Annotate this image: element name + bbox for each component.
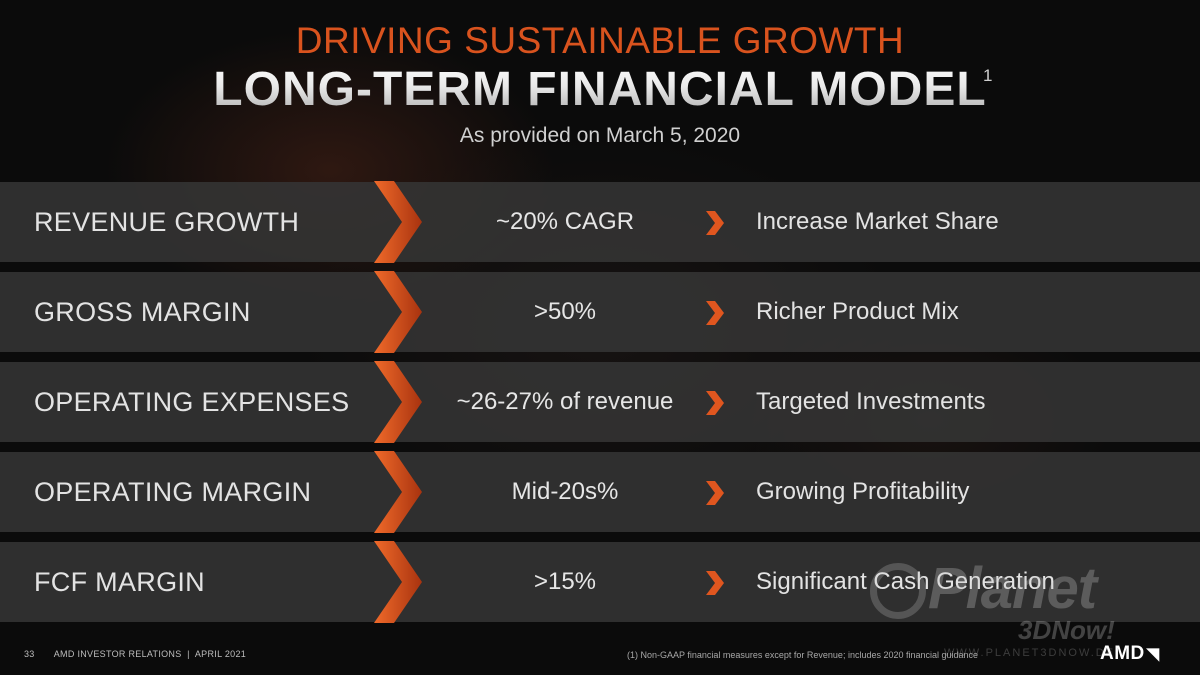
row-value: Mid-20s% — [511, 478, 619, 505]
title-footnote-marker: 1 — [983, 66, 993, 85]
row-metric: FCF MARGIN — [34, 567, 205, 597]
amd-logo: AMD ◥ — [1100, 643, 1160, 665]
chevron-right-icon — [374, 451, 422, 533]
chevron-right-icon — [706, 391, 724, 415]
chevron-right-icon — [374, 271, 422, 353]
row-description: Targeted Investments — [756, 388, 986, 415]
slide-kicker: DRIVING SUSTAINABLE GROWTH — [295, 20, 905, 61]
model-row-operating-expenses: OPERATING EXPENSES ~26-27% of revenue Ta… — [0, 361, 1200, 443]
row-description: Growing Profitability — [756, 478, 970, 505]
row-value: >50% — [533, 298, 597, 325]
row-value: ~26-27% of revenue — [456, 388, 674, 415]
row-description: Richer Product Mix — [756, 298, 959, 325]
slide-subtitle: As provided on March 5, 2020 — [459, 124, 741, 147]
footer-source: AMD INVESTOR RELATIONS | APRIL 2021 — [53, 649, 247, 659]
amd-logo-text: AMD — [1100, 643, 1145, 664]
slide-title: LONG-TERM FINANCIAL MODEL — [0, 62, 1200, 117]
row-description: Significant Cash Generation — [756, 568, 1055, 595]
row-value: ~20% CAGR — [495, 208, 635, 235]
row-metric: GROSS MARGIN — [34, 297, 251, 327]
chevron-right-icon — [374, 361, 422, 443]
row-value: >15% — [533, 568, 597, 595]
chevron-right-icon — [706, 571, 724, 595]
row-description: Increase Market Share — [756, 208, 999, 235]
chevron-right-icon — [706, 301, 724, 325]
row-metric: REVENUE GROWTH — [34, 207, 300, 237]
chevron-right-icon — [706, 481, 724, 505]
footnote: (1) Non-GAAP financial measures except f… — [627, 650, 979, 660]
model-row-gross-margin: GROSS MARGIN >50% Richer Product Mix — [0, 271, 1200, 353]
chevron-right-icon — [374, 181, 422, 263]
page-number: 33 — [24, 649, 35, 659]
model-row-operating-margin: OPERATING MARGIN Mid-20s% Growing Profit… — [0, 451, 1200, 533]
amd-arrow-icon: ◥ — [1146, 646, 1160, 663]
chevron-right-icon — [374, 541, 422, 623]
row-metric: OPERATING MARGIN — [34, 477, 312, 507]
chevron-right-icon — [706, 211, 724, 235]
row-metric: OPERATING EXPENSES — [34, 387, 350, 417]
footer-left: 33 AMD INVESTOR RELATIONS | APRIL 2021 — [24, 649, 246, 659]
model-row-fcf-margin: FCF MARGIN >15% Significant Cash Generat… — [0, 541, 1200, 623]
model-row-revenue-growth: REVENUE GROWTH ~20% CAGR Increase Market… — [0, 181, 1200, 263]
